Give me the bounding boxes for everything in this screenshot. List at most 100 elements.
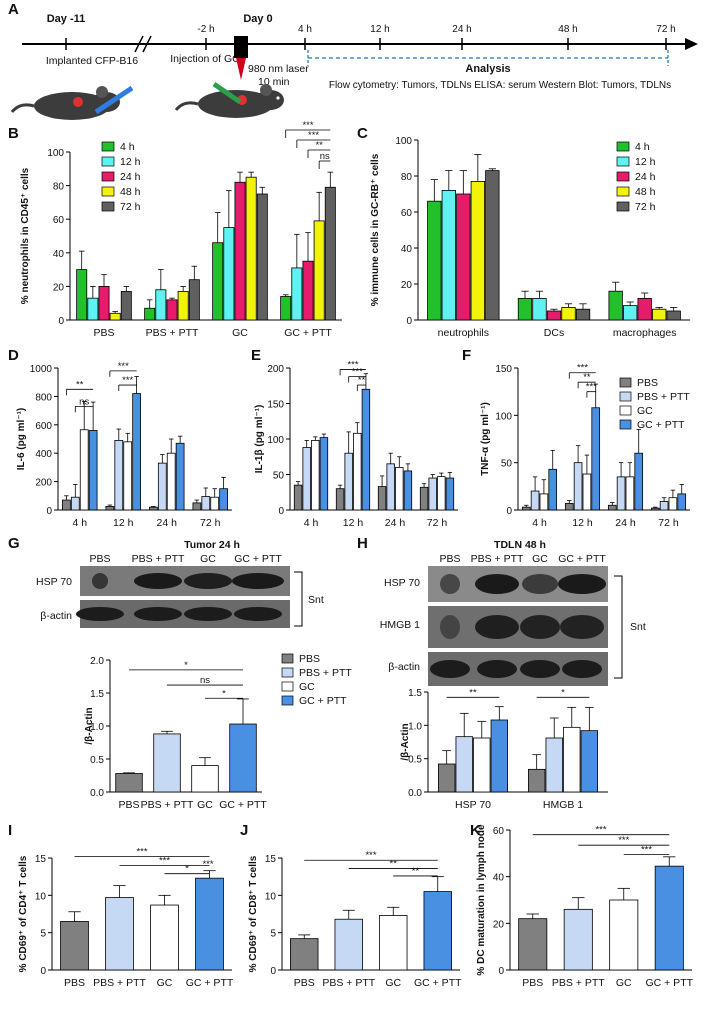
- y-tick-label: 50: [501, 459, 513, 470]
- x-tick-label: GC + PTT: [414, 977, 462, 989]
- blot-title: TDLN 48 h: [494, 539, 546, 551]
- bar: [546, 310, 562, 321]
- y-tick-label: 1.5: [408, 688, 422, 699]
- y-axis-label: % neutrophils in CD45⁺ cells: [20, 167, 31, 304]
- bar: [334, 918, 363, 971]
- bar: [609, 899, 639, 971]
- axis-break: [134, 35, 144, 53]
- timeline-panel: Day -11 Day 0 -2 h 4 h 12 h 24 h 48 h 72 h Impla…: [10, 13, 698, 120]
- y-tick-label: 0.5: [90, 755, 104, 766]
- bar: [539, 493, 549, 511]
- y-tick-label: 20: [493, 919, 505, 930]
- blot-band: [558, 574, 606, 594]
- significance-label: ns: [320, 151, 330, 162]
- significance-label: ***: [365, 850, 376, 861]
- lane-label: GC + PTT: [558, 553, 606, 565]
- bar: [335, 488, 345, 511]
- bar: [545, 737, 563, 793]
- significance-label: ***: [641, 845, 652, 856]
- y-tick-label: 0: [40, 966, 46, 977]
- bar: [563, 726, 581, 793]
- bar: [313, 220, 325, 321]
- x-tick-label: HMGB 1: [543, 799, 583, 811]
- x-tick-label: 72 h: [427, 517, 448, 529]
- implant-label: Implanted CFP-B16: [46, 55, 138, 67]
- bar: [155, 289, 167, 321]
- bar: [195, 877, 224, 971]
- x-tick-label: GC: [385, 977, 401, 989]
- bar: [668, 497, 678, 511]
- blot-G: Tumor 24 h PBS PBS + PTT GC GC + PTT HSP 70 β-…: [36, 539, 324, 628]
- timeline-tick-label: 72 h: [656, 24, 675, 35]
- lane-label: PBS + PTT: [471, 553, 524, 565]
- bar: [319, 437, 329, 511]
- bar: [564, 502, 574, 511]
- x-tick-label: PBS + PTT: [93, 977, 146, 989]
- significance-label: ***: [159, 855, 170, 866]
- panel-letter-c: C: [357, 125, 368, 142]
- mouse-icon: [10, 86, 120, 120]
- legend-label: PBS: [637, 377, 658, 389]
- timeline-tick-label: 4 h: [298, 24, 312, 35]
- bar: [485, 170, 500, 321]
- bar: [87, 297, 99, 321]
- day-label: Day -11: [47, 13, 86, 25]
- significance-label: ***: [595, 825, 606, 836]
- panel-letter-k: K: [470, 822, 481, 839]
- bar: [427, 200, 442, 321]
- bar: [120, 291, 132, 321]
- blot-band: [234, 607, 282, 621]
- x-tick-label: PBS: [93, 327, 114, 339]
- significance-label: **: [315, 140, 323, 151]
- legend-label: PBS: [299, 653, 320, 665]
- x-tick-label: 24 h: [615, 517, 636, 529]
- bar: [652, 308, 667, 321]
- y-tick-label: 15: [35, 854, 47, 865]
- significance-label: *: [561, 687, 565, 698]
- bar: [532, 297, 547, 321]
- y-tick-label: 40: [493, 873, 505, 884]
- x-tick-label: PBS + PTT: [552, 977, 605, 989]
- y-tick-label: 0.5: [408, 755, 422, 766]
- snt-label: Snt: [630, 621, 646, 633]
- legend-label: GC + PTT: [299, 695, 347, 707]
- mouse-body: [198, 90, 274, 118]
- significance-label: ***: [352, 367, 363, 378]
- y-tick-label: 80: [401, 172, 413, 183]
- y-tick-label: 0: [46, 506, 52, 517]
- significance-label: ***: [122, 375, 133, 386]
- bar: [395, 466, 404, 511]
- x-tick-label: GC + PTT: [645, 977, 693, 989]
- timeline-tick-label: 24 h: [452, 24, 471, 35]
- bar: [637, 297, 652, 321]
- chart-D: 0 200 400 600 800 1000 IL-6 (pg ml⁻¹) 4 h 12 h 24…: [16, 361, 232, 529]
- timeline-tick-label: 48 h: [558, 24, 577, 35]
- bar: [470, 180, 485, 321]
- bar: [607, 504, 617, 511]
- bar: [256, 193, 268, 321]
- bar: [666, 310, 681, 321]
- legend-label: 24 h: [635, 171, 656, 183]
- legend-swatch: [101, 201, 115, 212]
- y-tick-label: 0: [278, 506, 284, 517]
- legend-label: 48 h: [120, 186, 141, 198]
- syringe-icon: [94, 85, 134, 115]
- legend-swatch: [101, 186, 115, 197]
- panel-letter-e: E: [251, 347, 261, 364]
- significance-label: ***: [577, 363, 588, 374]
- bar: [114, 440, 124, 511]
- x-tick-label: 72 h: [200, 517, 221, 529]
- blot-row-label: β-actin: [388, 661, 420, 673]
- bar: [192, 502, 202, 511]
- legend-label: GC: [637, 405, 653, 417]
- significance-label: *: [222, 688, 226, 699]
- y-tick-label: 40: [53, 249, 65, 260]
- bar: [518, 918, 548, 971]
- y-tick-label: 200: [35, 478, 52, 489]
- blot-band: [520, 615, 560, 639]
- mouse-eye: [276, 96, 280, 100]
- chart-B: 0 20 40 60 80 100 % neutrophils in CD45⁺ cells…: [20, 120, 342, 339]
- legend-swatch: [281, 667, 294, 678]
- mouse-ear: [260, 84, 272, 96]
